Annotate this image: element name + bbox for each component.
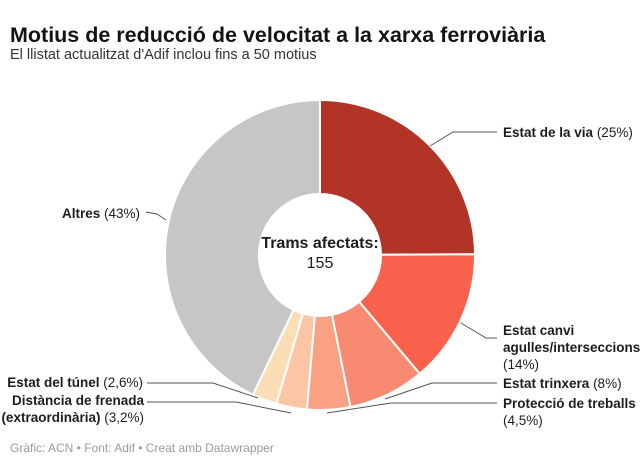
attribution-footer: Gràfic: ACN • Font: Adif • Creat amb Dat… xyxy=(10,441,274,455)
leader-line-estat-via xyxy=(429,131,497,147)
leader-line-estat-tunel xyxy=(147,382,259,399)
center-label-text: Trams afectats: xyxy=(261,235,379,252)
segment-label-estat-canvi: Estat canvi agulles/interseccions (14%) xyxy=(503,322,640,373)
segment-pct: (14%) xyxy=(503,357,540,372)
segment-name: Altres xyxy=(61,206,101,221)
segment-name: Distància de frenada (extraordinària) xyxy=(1,393,144,425)
leader-lines xyxy=(145,131,497,414)
leader-line-estat-canvi xyxy=(460,322,497,339)
segment-name: Estat del túnel xyxy=(7,375,100,390)
segment-label-estat-tunel: Estat del túnel (2,6%) xyxy=(0,374,143,391)
leader-line-estat-trinxera xyxy=(384,382,497,400)
pie-segment-0[interactable] xyxy=(319,99,476,256)
segment-name: Protecció de treballs xyxy=(503,396,636,411)
donut-center-label: Trams afectats: 155 xyxy=(245,234,395,274)
segment-label-distancia-frenada: Distància de frenada (extraordinària) (3… xyxy=(0,392,144,426)
segment-label-proteccio-treballs: Protecció de treballs (4,5%) xyxy=(503,395,640,429)
segment-label-estat-via: Estat de la via (25%) xyxy=(503,124,633,141)
leader-line-proteccio-treballs xyxy=(326,402,497,414)
leader-line-altres xyxy=(145,211,167,221)
segment-pct: (8%) xyxy=(593,376,622,391)
pie-segment-6[interactable] xyxy=(164,99,321,396)
segment-pct: (25%) xyxy=(596,125,633,140)
center-label-value: 155 xyxy=(306,255,334,272)
pie-segment-1[interactable] xyxy=(358,253,477,375)
segment-name: Estat de la via xyxy=(503,125,594,140)
segment-pct: (3,2%) xyxy=(104,410,144,425)
segment-name: Estat canvi agulles/interseccions xyxy=(503,323,640,355)
segment-pct: (4,5%) xyxy=(503,413,543,428)
chart-subtitle: El llistat actualitzat d'Adif inclou fin… xyxy=(10,47,317,63)
segment-pct: (2,6%) xyxy=(103,375,143,390)
leader-line-distancia-frenada xyxy=(147,401,292,414)
segment-label-estat-trinxera: Estat trinxera (8%) xyxy=(503,375,622,392)
segment-pct: (43%) xyxy=(103,206,140,221)
chart-title: Motius de reducció de velocitat a la xar… xyxy=(10,23,546,48)
segment-label-altres: Altres (43%) xyxy=(0,205,140,222)
segment-name: Estat trinxera xyxy=(503,376,590,391)
donut-segments xyxy=(164,99,477,411)
